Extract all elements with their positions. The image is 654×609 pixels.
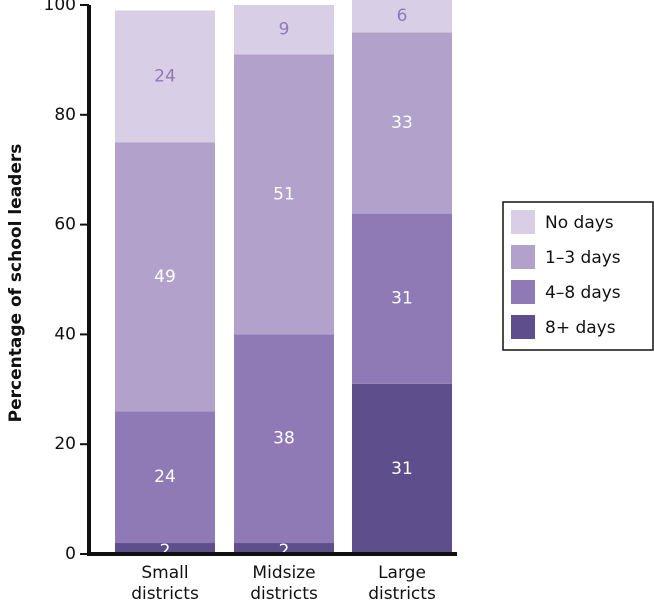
x-category-label: districts (368, 584, 436, 604)
data-label: 24 (154, 66, 176, 86)
bar-segment (234, 54, 334, 335)
data-label: 24 (154, 467, 176, 487)
legend: No days 1–3 days 4–8 days 8+ days (502, 201, 654, 351)
legend-label: 1–3 days (545, 248, 621, 268)
bar-segment (352, 383, 452, 554)
x-category-label: Large (378, 563, 426, 583)
data-label: 38 (273, 429, 295, 449)
legend-items: No days 1–3 days 4–8 days 8+ days (511, 210, 621, 339)
y-tick-label: 80 (54, 105, 76, 125)
bar-segment (115, 142, 215, 412)
data-label: 49 (154, 267, 176, 287)
legend-swatch (511, 245, 535, 269)
y-ticks-layer: 0 20 40 60 80 100 (44, 0, 89, 564)
bar-segment (115, 411, 215, 544)
x-category-label: Midsize (252, 563, 315, 583)
y-tick-label: 100 (44, 0, 76, 15)
data-labels-layer: 2 24 49 24 2 38 51 9 31 31 33 6 (154, 6, 413, 561)
legend-swatch (511, 280, 535, 304)
y-axis-title: Percentage of school leaders (6, 144, 26, 423)
legend-label: No days (545, 213, 614, 233)
data-label: 33 (391, 113, 413, 133)
legend-swatch (511, 210, 535, 234)
bar-segment (352, 213, 452, 384)
legend-label: 4–8 days (545, 283, 621, 303)
data-label: 9 (279, 20, 290, 40)
bar-segment (234, 5, 334, 55)
data-label: 31 (391, 289, 413, 309)
bar-segment (234, 334, 334, 544)
bar-segment (352, 0, 452, 33)
y-tick-label: 0 (65, 544, 76, 564)
y-tick-label: 40 (54, 324, 76, 344)
bars-layer (115, 0, 452, 554)
legend-label: 8+ days (545, 318, 616, 338)
data-label: 6 (397, 6, 408, 26)
data-label: 51 (273, 184, 295, 204)
x-category-labels: SmalldistrictsMidsizedistrictsLargedistr… (131, 563, 436, 604)
bar-segment (352, 32, 452, 214)
x-category-label: districts (131, 584, 199, 604)
bar-segment (115, 10, 215, 143)
x-category-label: Small (141, 563, 188, 583)
data-label: 31 (391, 459, 413, 479)
y-tick-label: 60 (54, 215, 76, 235)
bar-segment (115, 543, 215, 554)
y-tick-label: 20 (54, 434, 76, 454)
bar-segment (234, 543, 334, 554)
data-label: 2 (160, 541, 171, 561)
x-category-label: districts (250, 584, 318, 604)
data-label: 2 (279, 541, 290, 561)
legend-swatch (511, 315, 535, 339)
